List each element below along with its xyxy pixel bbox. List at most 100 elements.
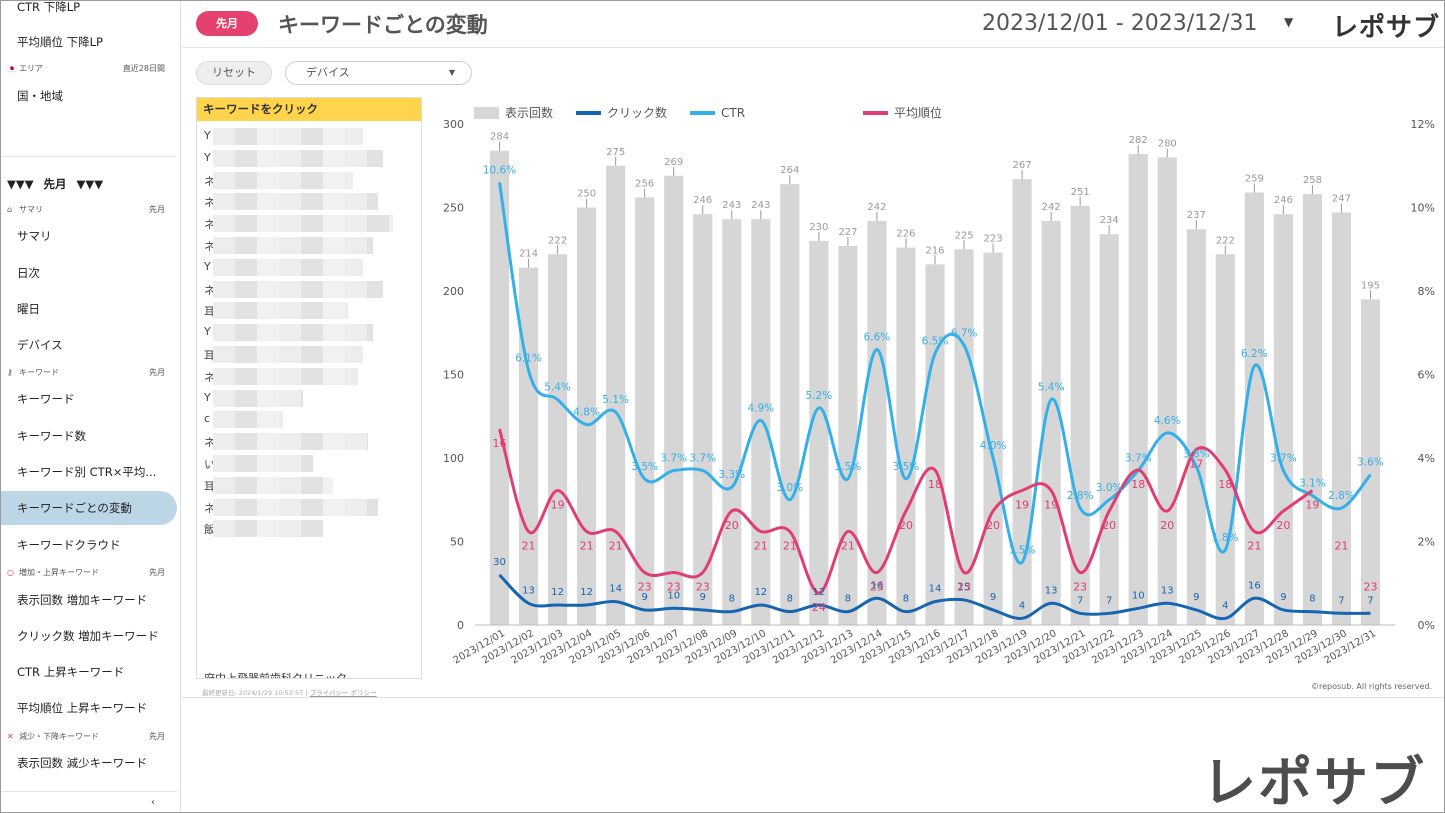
ctr-data-label: 3.7%: [689, 453, 716, 465]
keyword-row[interactable]: Y: [197, 126, 421, 147]
keyword-row[interactable]: 耳: [197, 475, 421, 496]
impressions-bar: [1360, 299, 1381, 625]
impressions-data-label: 280: [1158, 138, 1177, 149]
impressions-data-label: 284: [490, 132, 509, 143]
keyword-row[interactable]: 府中上飛器前歯科クリニック: [204, 672, 347, 679]
legend-swatch: [690, 111, 715, 115]
clicks-data-label: 9: [1280, 592, 1286, 603]
keyword-row[interactable]: い: [197, 453, 421, 474]
keyword-row-redacted: [213, 520, 323, 538]
date-range-picker[interactable]: 2023/12/01 - 2023/12/31: [982, 11, 1258, 36]
keyword-row[interactable]: ネ: [197, 366, 421, 387]
position-data-label: 18: [928, 478, 942, 491]
keyword-row[interactable]: 耳: [197, 300, 421, 321]
impressions-data-label: 258: [1303, 175, 1322, 186]
clicks-data-label: 16: [871, 580, 884, 591]
clicks-data-label: 16: [1248, 580, 1261, 591]
sidebar-item-position-increase[interactable]: 平均順位 上昇キーワード: [17, 701, 148, 715]
sidebar-item-daily[interactable]: 日次: [17, 266, 40, 280]
sidebar-item-keyword-ctr-position[interactable]: キーワード別 CTR×平均...: [17, 465, 157, 479]
sidebar-item-ctr-increase[interactable]: CTR 上昇キーワード: [17, 665, 125, 679]
ctr-data-label: 1.5%: [1009, 544, 1036, 556]
sidebar-item-impressions-increase[interactable]: 表示回数 増加キーワード: [17, 593, 148, 607]
ctr-data-label: 6.6%: [864, 331, 891, 343]
month-selector[interactable]: ▼▼▼ 先月 ▼▼▼: [7, 177, 104, 191]
impressions-data-label: 247: [1332, 194, 1351, 205]
y-axis-right-tick-label: 4%: [1418, 452, 1435, 465]
impressions-bar: [606, 165, 626, 625]
sidebar-item-clicks-increase[interactable]: クリック数 増加キーワード: [17, 629, 159, 643]
keyword-row[interactable]: ネ: [197, 170, 421, 191]
impressions-bar: [1070, 205, 1090, 625]
impressions-bar: [635, 197, 655, 625]
sidebar-item-ctr-down-lp[interactable]: CTR 下降LP: [17, 1, 81, 14]
legend-swatch: [576, 111, 601, 115]
ctr-data-label: 6.5%: [922, 336, 949, 348]
ctr-data-label: 5.4%: [544, 382, 571, 394]
keyword-row[interactable]: ネ: [197, 213, 421, 234]
keyword-row[interactable]: Y: [197, 322, 421, 343]
position-data-label: 21: [580, 540, 594, 553]
position-line: [498, 428, 1314, 595]
impressions-bar: [925, 264, 945, 625]
clicks-data-label: 4: [1222, 600, 1228, 611]
impressions-data-label: 216: [925, 245, 944, 256]
sidebar-item-device[interactable]: デバイス: [17, 338, 63, 352]
ctr-data-label: 4.9%: [747, 402, 774, 414]
impressions-data-label: 259: [1245, 173, 1264, 184]
y-axis-right-tick-label: 10%: [1411, 202, 1435, 215]
logo: レポサブ: [1332, 13, 1441, 43]
keyword-row[interactable]: ネ: [197, 431, 421, 452]
impressions-bar: [1244, 192, 1264, 625]
keyword-row[interactable]: Y: [197, 148, 421, 169]
keyword-row[interactable]: ネ: [197, 191, 421, 212]
sidebar-item-keyword[interactable]: キーワード: [17, 392, 75, 406]
clicks-data-label: 10: [667, 590, 680, 601]
keyword-row-redacted: [213, 237, 373, 254]
period-badge: 先月: [196, 11, 258, 36]
ctr-data-label: 1.8%: [1212, 532, 1239, 544]
y-axis-left-tick-label: 250: [443, 202, 464, 215]
impressions-data-label: 269: [664, 157, 683, 168]
sidebar-item-weekday[interactable]: 曜日: [17, 302, 40, 316]
keyword-row-initial: ネ: [204, 218, 215, 232]
legend-swatch: [863, 111, 888, 115]
device-select[interactable]: デバイス ▼: [285, 61, 472, 85]
keyword-row[interactable]: 飯: [197, 518, 421, 539]
keyword-row[interactable]: ネ: [197, 279, 421, 300]
collapse-sidebar-button[interactable]: ‹: [151, 797, 155, 808]
ctr-data-label: 6.2%: [1241, 348, 1268, 360]
impressions-data-label: 256: [635, 178, 654, 189]
keyword-row[interactable]: ネ: [197, 497, 421, 518]
ctr-data-label: 4.6%: [1154, 415, 1181, 427]
sidebar-section-summary: ⌂ サマリ 先月: [7, 203, 167, 217]
position-data-label: 19: [1044, 499, 1058, 512]
keyword-row-redacted: [213, 346, 363, 363]
impressions-data-label: 214: [519, 249, 538, 260]
keyword-row[interactable]: ネ: [197, 235, 421, 256]
position-data-label: 20: [899, 519, 913, 532]
keyword-row[interactable]: Y: [197, 257, 421, 278]
sidebar-item-keyword-cloud[interactable]: キーワードクラウド: [17, 538, 121, 552]
sidebar-item-keyword-change[interactable]: キーワードごとの変動: [1, 491, 177, 525]
sidebar-item-keyword-count[interactable]: キーワード数: [17, 429, 86, 443]
keyword-row[interactable]: c: [197, 409, 421, 430]
sidebar-item-country[interactable]: 国・地域: [17, 89, 63, 103]
sidebar-item-impressions-decrease[interactable]: 表示回数 減少キーワード: [17, 756, 148, 770]
ctr-data-label: 5.4%: [1038, 382, 1065, 394]
sidebar-section-increase: ○ 増加・上昇キーワード 先月: [7, 566, 167, 580]
keyword-row[interactable]: 耳: [197, 344, 421, 365]
reset-button[interactable]: リセット: [196, 61, 272, 85]
position-data-label: 17: [1189, 458, 1203, 471]
sidebar-item-position-down-lp[interactable]: 平均順位 下降LP: [17, 35, 103, 49]
caret-down-icon[interactable]: ▼: [1284, 15, 1294, 29]
privacy-policy-link[interactable]: プライバシー ポリシー: [309, 689, 377, 697]
sidebar-item-summary[interactable]: サマリ: [17, 229, 52, 243]
copyright: ©reposub. All rights reserved.: [1311, 682, 1433, 691]
impressions-data-label: 222: [548, 235, 567, 246]
keyword-row[interactable]: Y: [197, 388, 421, 409]
keyword-row-initial: ネ: [204, 174, 215, 188]
legend-swatch: [474, 107, 499, 119]
